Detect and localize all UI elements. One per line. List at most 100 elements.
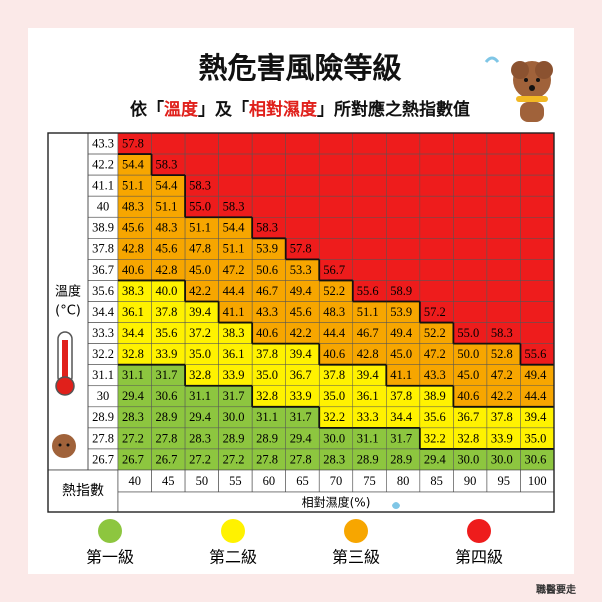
heat-value: 50.6 xyxy=(256,263,278,277)
heat-value: 40.6 xyxy=(122,263,144,277)
heat-value: 26.7 xyxy=(156,452,178,466)
heat-value: 31.1 xyxy=(189,389,211,403)
column-label: 40 xyxy=(129,474,142,488)
heat-value: 55.6 xyxy=(524,347,546,361)
heat-value: 40.6 xyxy=(457,389,479,403)
heat-value: 36.7 xyxy=(457,410,479,424)
heat-value: 58.3 xyxy=(189,179,211,193)
heat-value: 41.1 xyxy=(223,305,245,319)
empty-cell xyxy=(419,174,454,197)
heat-index-table: 43.3 57.8 42.2 54.4 58.3 41.1 51.1 54.4 58.3 40 48… xyxy=(47,132,555,513)
heat-value: 45.6 xyxy=(122,221,144,235)
column-label: 45 xyxy=(162,474,175,488)
heat-value: 47.2 xyxy=(424,347,446,361)
heat-value: 42.2 xyxy=(290,326,312,340)
heat-value: 27.2 xyxy=(223,452,245,466)
heat-value: 53.3 xyxy=(290,263,312,277)
empty-cell xyxy=(419,259,454,281)
empty-cell xyxy=(251,132,286,155)
empty-cell xyxy=(386,174,421,197)
empty-cell xyxy=(520,301,555,323)
heat-value: 40.0 xyxy=(156,284,178,298)
heat-value: 58.3 xyxy=(256,221,278,235)
empty-cell xyxy=(520,322,555,344)
heat-value: 58.3 xyxy=(491,326,513,340)
heat-value: 51.1 xyxy=(223,242,245,256)
heat-value: 33.9 xyxy=(290,389,312,403)
heat-value: 49.4 xyxy=(290,284,313,298)
empty-cell xyxy=(453,280,488,302)
heat-value: 51.1 xyxy=(357,305,379,319)
empty-cell xyxy=(486,280,521,302)
temp-label: 34.4 xyxy=(92,305,115,319)
legend-swatch xyxy=(467,519,491,543)
heat-value: 47.2 xyxy=(223,263,245,277)
heat-value: 33.9 xyxy=(223,368,245,382)
heat-value: 53.9 xyxy=(256,242,278,256)
heat-value: 32.2 xyxy=(424,431,446,445)
empty-cell xyxy=(453,153,488,176)
droplet-icon xyxy=(392,502,400,509)
empty-cell xyxy=(486,301,521,323)
heat-value: 36.1 xyxy=(122,305,144,319)
heat-value: 39.4 xyxy=(357,368,380,382)
empty-cell xyxy=(318,217,354,239)
empty-cell xyxy=(419,217,454,239)
row-axis-label: 溫度 xyxy=(55,284,81,300)
heat-value: 51.1 xyxy=(122,179,144,193)
heat-value: 31.7 xyxy=(390,431,412,445)
empty-cell xyxy=(486,259,521,281)
heat-value: 33.9 xyxy=(156,347,178,361)
heat-value: 48.3 xyxy=(156,221,178,235)
heat-value: 45.0 xyxy=(189,263,211,277)
heat-value: 27.8 xyxy=(256,452,278,466)
legend-swatch xyxy=(221,519,245,543)
empty-cell xyxy=(386,238,421,260)
corner-label: 熱指數 xyxy=(62,483,104,499)
heat-value: 36.7 xyxy=(290,368,312,382)
column-label: 65 xyxy=(296,474,309,488)
heat-value: 28.9 xyxy=(223,431,245,445)
heat-value: 34.4 xyxy=(390,410,413,424)
empty-cell xyxy=(453,174,488,197)
heat-value: 45.0 xyxy=(457,368,479,382)
column-axis-label: 相對濕度(%) xyxy=(302,495,371,510)
heat-value: 30.0 xyxy=(491,452,513,466)
heat-value: 35.0 xyxy=(323,389,345,403)
heat-value: 45.6 xyxy=(156,242,178,256)
heat-value: 53.9 xyxy=(390,305,412,319)
temp-label: 38.9 xyxy=(92,221,114,235)
heat-value: 37.8 xyxy=(491,410,513,424)
heat-value: 57.8 xyxy=(122,136,144,150)
heat-value: 33.3 xyxy=(357,410,379,424)
heat-value: 37.8 xyxy=(390,389,412,403)
empty-cell xyxy=(386,259,421,281)
heat-value: 55.0 xyxy=(457,326,479,340)
heat-value: 32.8 xyxy=(457,431,479,445)
heat-value: 39.4 xyxy=(524,410,547,424)
heat-value: 28.9 xyxy=(357,452,379,466)
empty-cell xyxy=(453,195,488,218)
heat-value: 30.6 xyxy=(156,389,178,403)
heat-value: 32.8 xyxy=(256,389,278,403)
temp-label: 28.9 xyxy=(92,410,114,424)
empty-cell xyxy=(486,174,521,197)
column-label: 60 xyxy=(263,474,276,488)
heat-value: 37.8 xyxy=(156,305,178,319)
subtitle-part: 溫度 xyxy=(164,99,199,120)
heat-value: 58.9 xyxy=(390,284,412,298)
heat-value: 54.4 xyxy=(122,157,145,171)
heat-value: 47.2 xyxy=(491,368,513,382)
heat-value: 30.0 xyxy=(457,452,479,466)
empty-cell xyxy=(386,132,421,155)
heat-value: 51.1 xyxy=(156,200,178,214)
empty-cell xyxy=(251,153,286,176)
empty-cell xyxy=(486,238,521,260)
title: 熱危害風險等級 xyxy=(198,51,401,85)
heat-value: 55.0 xyxy=(189,200,211,214)
heat-value: 38.9 xyxy=(424,389,446,403)
heat-value: 54.4 xyxy=(156,179,179,193)
heat-value: 58.3 xyxy=(156,157,178,171)
heat-value: 49.4 xyxy=(390,326,413,340)
column-label: 95 xyxy=(497,474,510,488)
